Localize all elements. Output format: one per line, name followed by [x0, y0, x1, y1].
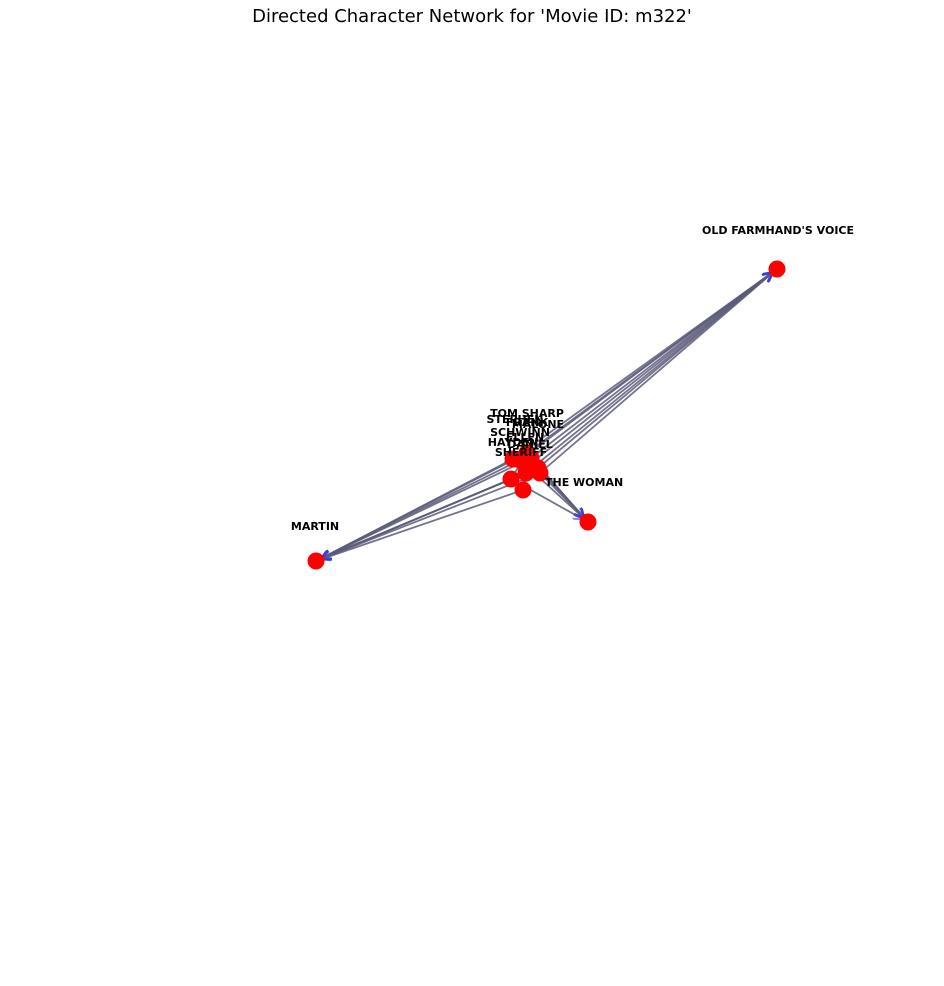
- node-label-schwinn: SCHWINN: [490, 426, 550, 439]
- node-the_woman: [579, 513, 597, 531]
- node-schwinn: [504, 450, 522, 468]
- node-label-ellen: ELLEN: [506, 431, 544, 444]
- node-label-stephen: STEPHEN: [487, 413, 544, 426]
- edge-hayden-to-martin: [322, 472, 541, 559]
- edge-sheriff-to-martin: [322, 489, 524, 559]
- labels-layer: OLD FARMHAND'S VOICE MARTIN THE WOMAN TOM S…: [291, 224, 854, 533]
- node-label-malone: MALONE: [512, 418, 564, 431]
- node-daniel: [502, 470, 520, 488]
- chart-title: Directed Character Network for 'Movie ID…: [252, 6, 692, 27]
- node-martin: [307, 552, 325, 570]
- node-label-hayden: HAYDEN: [488, 436, 538, 449]
- edge-daniel-to-old_farmhand: [510, 273, 772, 480]
- node-old_farmhand: [768, 260, 786, 278]
- node-hayden: [531, 464, 549, 482]
- edge-schwinn-to-old_farmhand: [512, 273, 772, 460]
- node-ellen: [517, 464, 535, 482]
- edge-frank-to-martin: [322, 457, 532, 558]
- edge-schwinn-to-martin: [322, 458, 514, 558]
- nodes-layer: [307, 260, 786, 570]
- edge-hayden-to-the_woman: [539, 472, 583, 517]
- edge-hayden-to-old_farmhand: [539, 273, 772, 474]
- node-label-old_farmhand: OLD FARMHAND'S VOICE: [702, 224, 854, 237]
- edge-malone-to-old_farmhand: [537, 273, 772, 469]
- node-label-martin: MARTIN: [291, 520, 339, 533]
- edge-malone-to-martin: [322, 467, 539, 558]
- node-label-tom_sharp: TOM SHARP: [490, 407, 564, 420]
- node-label-the_woman: THE WOMAN: [545, 476, 623, 489]
- node-label-frank: FRANK: [506, 416, 549, 429]
- node-label-daniel: DANIEL: [507, 438, 552, 451]
- node-sheriff: [514, 481, 532, 499]
- node-label-sheriff: SHERIFF: [495, 446, 547, 459]
